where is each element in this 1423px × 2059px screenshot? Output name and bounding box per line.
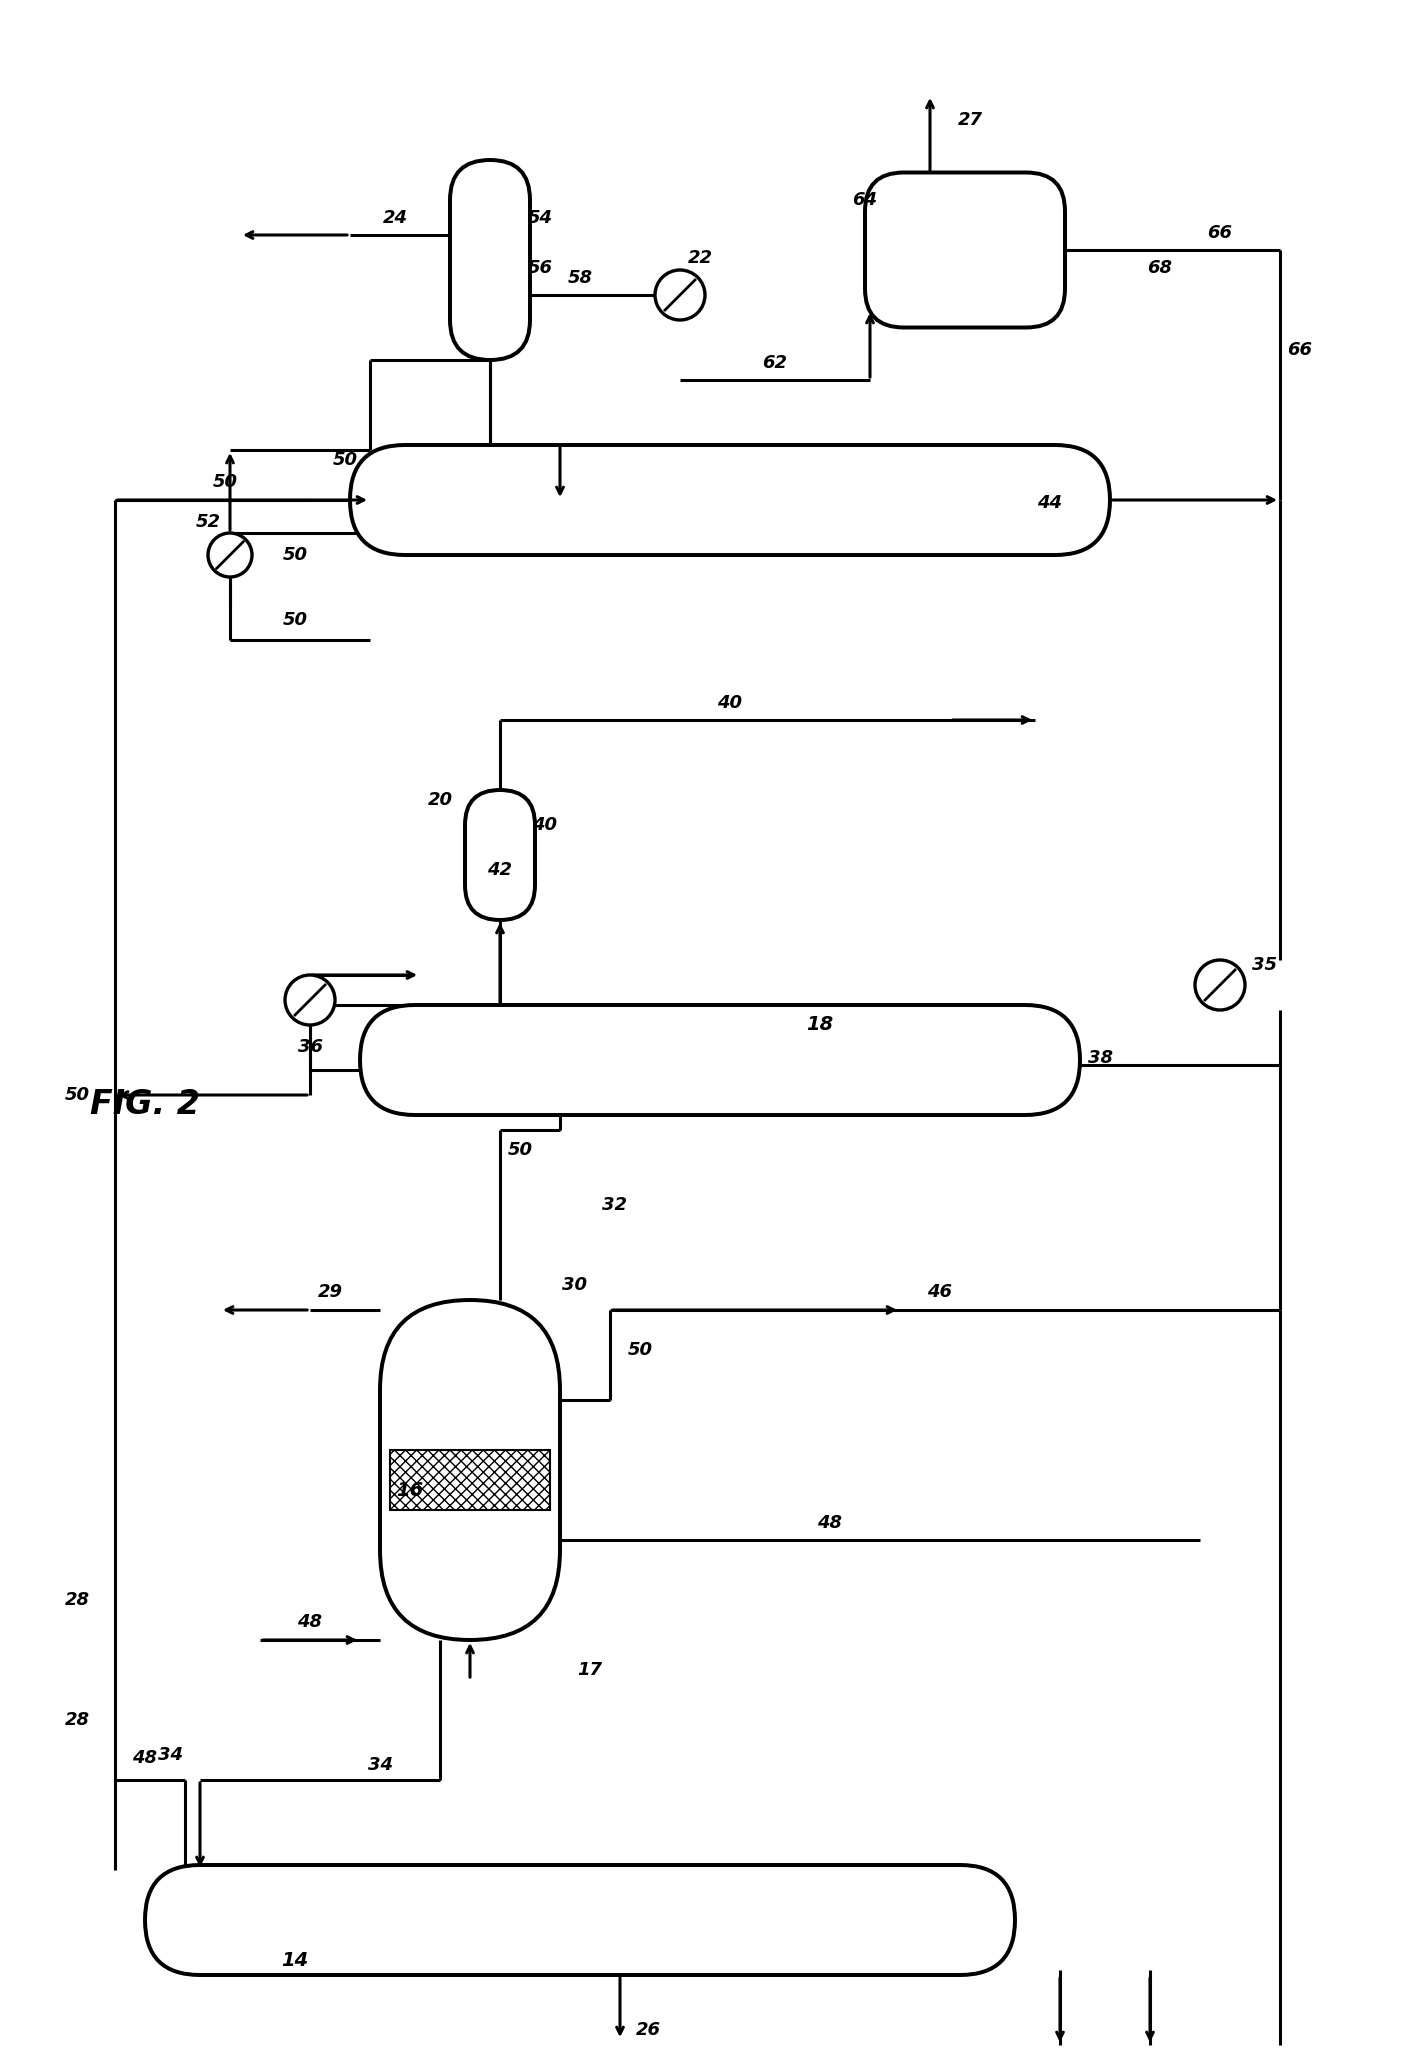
Text: 38: 38 bbox=[1087, 1048, 1113, 1067]
Text: 44: 44 bbox=[1037, 494, 1063, 513]
Text: 34: 34 bbox=[158, 1746, 182, 1765]
Text: 28: 28 bbox=[65, 1592, 90, 1608]
Text: 52: 52 bbox=[195, 513, 221, 531]
Text: 29: 29 bbox=[317, 1283, 343, 1301]
Text: FIG. 2: FIG. 2 bbox=[90, 1089, 201, 1122]
Text: 40: 40 bbox=[717, 694, 743, 712]
Text: 32: 32 bbox=[602, 1196, 628, 1215]
Text: 42: 42 bbox=[488, 861, 512, 879]
Text: 68: 68 bbox=[1147, 259, 1173, 278]
Circle shape bbox=[285, 976, 334, 1025]
Text: 50: 50 bbox=[628, 1340, 653, 1359]
Text: 48: 48 bbox=[132, 1748, 158, 1767]
Text: 27: 27 bbox=[958, 111, 982, 130]
Text: 28: 28 bbox=[65, 1711, 90, 1730]
Text: 24: 24 bbox=[383, 210, 407, 226]
FancyBboxPatch shape bbox=[465, 791, 535, 920]
FancyBboxPatch shape bbox=[360, 1005, 1080, 1116]
Circle shape bbox=[655, 270, 704, 319]
Text: 22: 22 bbox=[687, 249, 713, 268]
Text: 30: 30 bbox=[562, 1277, 588, 1293]
Text: 54: 54 bbox=[528, 210, 552, 226]
Text: 64: 64 bbox=[852, 191, 878, 210]
Text: 56: 56 bbox=[528, 259, 552, 278]
Text: 50: 50 bbox=[65, 1085, 90, 1104]
Text: 50: 50 bbox=[508, 1141, 532, 1159]
Text: 35: 35 bbox=[1252, 955, 1278, 974]
Circle shape bbox=[1195, 959, 1245, 1011]
FancyBboxPatch shape bbox=[380, 1299, 561, 1641]
Text: 18: 18 bbox=[807, 1015, 834, 1034]
Text: 36: 36 bbox=[297, 1038, 323, 1056]
FancyBboxPatch shape bbox=[450, 161, 529, 360]
Text: 50: 50 bbox=[333, 451, 357, 469]
Text: 20: 20 bbox=[427, 791, 453, 809]
Text: 34: 34 bbox=[367, 1756, 393, 1775]
FancyBboxPatch shape bbox=[350, 445, 1110, 556]
Text: 66: 66 bbox=[1288, 342, 1312, 358]
Text: 26: 26 bbox=[636, 2022, 660, 2038]
Circle shape bbox=[208, 533, 252, 577]
Bar bbox=[390, 1450, 551, 1509]
Text: 58: 58 bbox=[568, 270, 592, 286]
Text: 62: 62 bbox=[763, 354, 787, 373]
Text: 17: 17 bbox=[578, 1662, 602, 1678]
Text: 50: 50 bbox=[283, 546, 307, 564]
Text: 66: 66 bbox=[1208, 224, 1232, 243]
FancyBboxPatch shape bbox=[145, 1865, 1015, 1975]
Text: 14: 14 bbox=[282, 1950, 309, 1970]
Text: 48: 48 bbox=[817, 1513, 842, 1532]
Text: 50: 50 bbox=[212, 474, 238, 490]
Text: 40: 40 bbox=[532, 815, 558, 834]
Text: 48: 48 bbox=[297, 1612, 323, 1631]
Text: 16: 16 bbox=[397, 1480, 424, 1499]
Text: 50: 50 bbox=[283, 612, 307, 628]
Text: 46: 46 bbox=[928, 1283, 952, 1301]
FancyBboxPatch shape bbox=[865, 173, 1064, 327]
